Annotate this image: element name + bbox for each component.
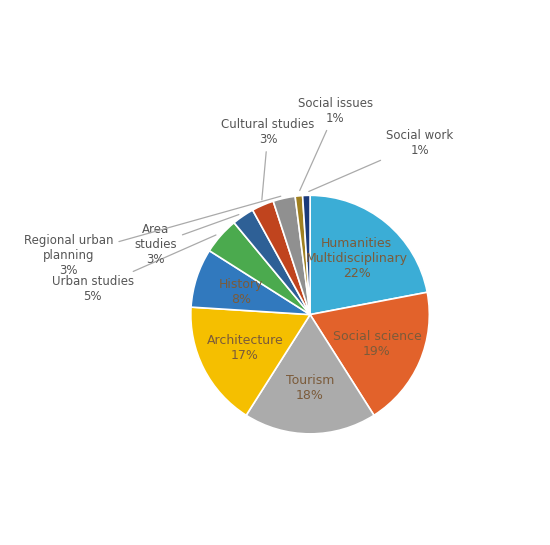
- Wedge shape: [234, 210, 310, 314]
- Wedge shape: [210, 223, 310, 314]
- Wedge shape: [310, 195, 427, 314]
- Wedge shape: [246, 314, 374, 434]
- Wedge shape: [273, 196, 310, 314]
- Text: Social science
19%: Social science 19%: [333, 330, 421, 358]
- Wedge shape: [302, 195, 310, 314]
- Text: History
8%: History 8%: [218, 278, 263, 306]
- Wedge shape: [191, 307, 310, 415]
- Text: Architecture
17%: Architecture 17%: [207, 334, 283, 362]
- Wedge shape: [310, 292, 430, 415]
- Text: Social issues
1%: Social issues 1%: [298, 97, 373, 191]
- Wedge shape: [191, 251, 310, 314]
- Text: Humanities
Multidisciplinary
22%: Humanities Multidisciplinary 22%: [306, 237, 408, 280]
- Wedge shape: [295, 196, 310, 314]
- Text: Tourism
18%: Tourism 18%: [286, 373, 334, 402]
- Text: Urban studies
5%: Urban studies 5%: [52, 235, 216, 304]
- Text: Social work
1%: Social work 1%: [309, 129, 453, 191]
- Text: Cultural studies
3%: Cultural studies 3%: [221, 118, 315, 200]
- Text: Regional urban
planning
3%: Regional urban planning 3%: [24, 196, 281, 277]
- Text: Area
studies
3%: Area studies 3%: [134, 215, 239, 266]
- Wedge shape: [252, 201, 310, 314]
